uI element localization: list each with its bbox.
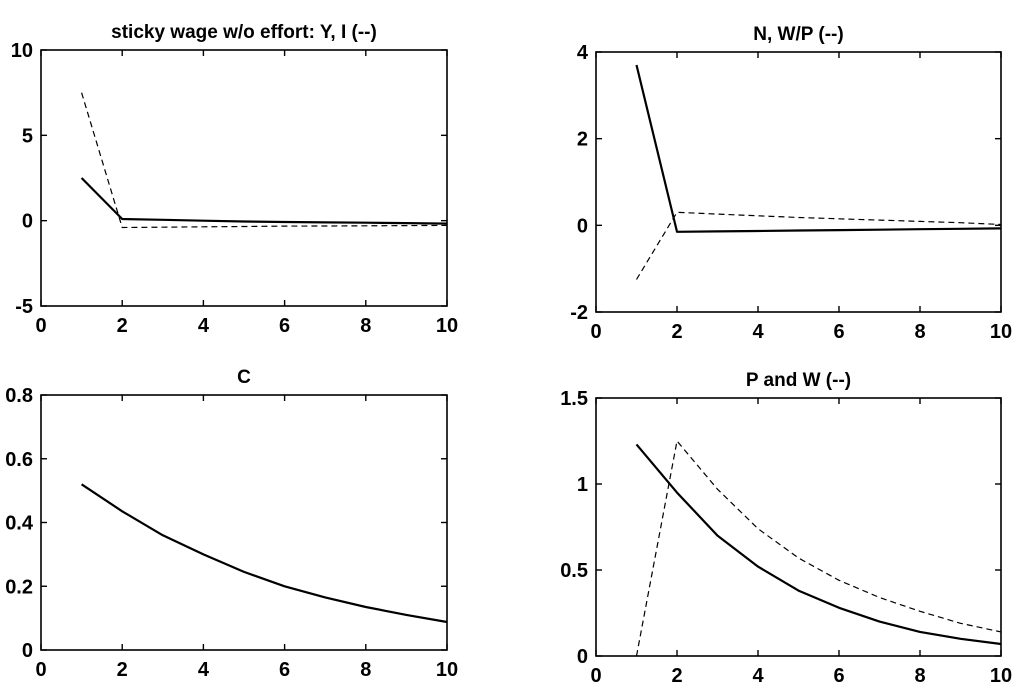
panel-y-i: sticky wage w/o effort: Y, I (--) 0 2 4 6 8 10… — [11, 22, 458, 337]
x-tick-label: 8 — [914, 665, 925, 687]
y-tick-label: 0.4 — [5, 513, 34, 535]
series-line-dashed — [635, 211, 1002, 280]
x-tick-label: 8 — [360, 315, 371, 337]
y-tick-label: 1 — [577, 474, 588, 496]
x-tick-label: 10 — [436, 659, 458, 681]
panel-title: C — [237, 367, 251, 388]
x-tick-label: 6 — [279, 315, 290, 337]
series-line-solid — [80, 177, 448, 225]
y-tick-label: 0.8 — [5, 385, 33, 407]
y-tick-label: 10 — [11, 40, 33, 62]
x-tick-label: 6 — [833, 665, 844, 687]
x-tick-label: 2 — [671, 321, 682, 343]
series-line-solid — [635, 443, 1002, 646]
x-tick-label: 4 — [752, 321, 764, 343]
y-tick-label: 0 — [577, 646, 588, 668]
x-tick-label: 0 — [35, 315, 46, 337]
x-tick-label: 4 — [198, 315, 210, 337]
y-tick-label: 0 — [22, 211, 33, 233]
y-tick-label: 0.5 — [560, 560, 588, 582]
panel-title: sticky wage w/o effort: Y, I (--) — [111, 22, 377, 43]
y-tick-label: -2 — [570, 302, 588, 324]
series-line-solid — [635, 64, 1002, 233]
x-tick-label: 10 — [990, 665, 1012, 687]
y-tick-label: 1.5 — [560, 388, 588, 410]
x-tick-label: 2 — [671, 665, 682, 687]
x-tick-label: 0 — [590, 665, 601, 687]
panel-title: P and W (--) — [746, 370, 851, 391]
y-tick-label: 0.6 — [5, 449, 33, 471]
x-tick-label: 2 — [117, 659, 128, 681]
y-tick-label: 0 — [22, 640, 33, 662]
x-tick-label: 6 — [833, 321, 844, 343]
x-tick-label: 10 — [990, 321, 1012, 343]
y-tick-label: 0 — [577, 215, 588, 237]
x-tick-label: 8 — [914, 321, 925, 343]
y-tick-label: 5 — [22, 125, 33, 147]
y-tick-label: -5 — [15, 296, 33, 318]
x-tick-label: 2 — [117, 315, 128, 337]
x-tick-label: 4 — [752, 665, 764, 687]
y-tick-label: 4 — [577, 42, 589, 64]
panel-title: N, W/P (--) — [753, 24, 843, 45]
y-tick-label: 2 — [577, 129, 588, 151]
x-tick-label: 10 — [436, 315, 458, 337]
x-tick-label: 0 — [590, 321, 601, 343]
axes-frame — [40, 49, 448, 307]
series-line-dashed — [635, 440, 1002, 657]
panel-p-w: P and W (--) 0 2 4 6 8 10 0 0.5 1 1.5 — [560, 370, 1012, 687]
series-line-solid — [80, 483, 448, 624]
x-tick-label: 4 — [198, 659, 210, 681]
x-tick-label: 6 — [279, 659, 290, 681]
x-tick-label: 8 — [360, 659, 371, 681]
series-line-dashed — [81, 92, 448, 229]
axes-frame — [595, 397, 1002, 657]
y-tick-label: 0.2 — [5, 576, 33, 598]
axes-frame — [595, 51, 1002, 313]
panel-c: C 0 2 4 6 8 10 0 0.2 0.4 0.6 0.8 — [5, 367, 458, 681]
x-tick-label: 0 — [35, 659, 46, 681]
